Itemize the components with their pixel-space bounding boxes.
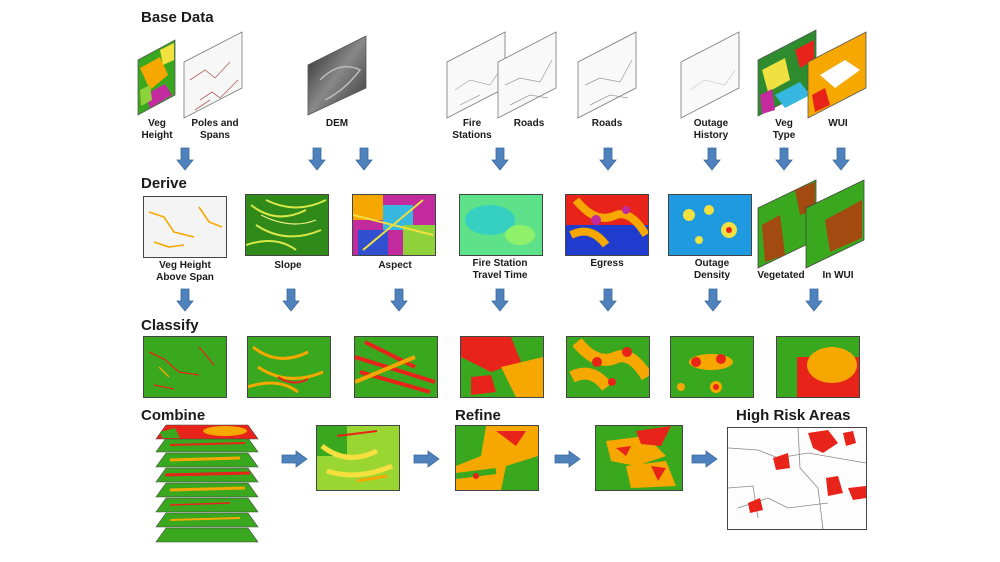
section-title-high-risk-areas: High Risk Areas — [736, 407, 851, 424]
classify-veg-height — [143, 336, 227, 398]
label-veg-type: Veg Type — [772, 118, 796, 141]
down-arrow — [176, 288, 194, 312]
down-arrow — [176, 147, 194, 171]
label-roads-1: Roads — [513, 118, 545, 129]
derive-vegetated — [757, 179, 817, 269]
label-outage-history: Outage History — [693, 118, 729, 141]
label-in-wui: In WUI — [822, 270, 854, 281]
label-aspect: Aspect — [378, 260, 412, 271]
right-arrow — [554, 450, 581, 468]
label-vegetated: Vegetated — [757, 270, 805, 281]
section-title-derive: Derive — [141, 175, 187, 192]
classify-wui — [776, 336, 860, 398]
label-outage-density: Outage Density — [693, 258, 731, 281]
refine-map — [455, 425, 539, 491]
stack-layer — [155, 512, 259, 528]
label-roads-2: Roads — [591, 118, 623, 129]
high-risk-areas-map — [727, 427, 867, 530]
down-arrow — [282, 288, 300, 312]
right-arrow — [691, 450, 718, 468]
derive-veg-height-above-span — [143, 196, 227, 258]
label-egress: Egress — [590, 258, 624, 269]
derive-aspect — [352, 194, 436, 256]
label-slope: Slope — [274, 260, 302, 271]
down-arrow — [491, 288, 509, 312]
derive-fire-station-travel-time — [459, 194, 543, 256]
derive-outage-density — [668, 194, 752, 256]
down-arrow — [599, 288, 617, 312]
wui-layer — [807, 31, 867, 119]
label-dem: DEM — [325, 118, 349, 129]
derive-in-wui — [805, 179, 865, 269]
refined-risk-map — [595, 425, 683, 491]
section-title-combine: Combine — [141, 407, 206, 424]
down-arrow — [491, 147, 509, 171]
down-arrow — [704, 288, 722, 312]
stack-layer — [155, 482, 259, 498]
stack-layer — [155, 527, 259, 543]
stack-layer — [155, 497, 259, 513]
label-poles-spans: Poles and Spans — [191, 118, 239, 141]
down-arrow — [703, 147, 721, 171]
section-title-base-data: Base Data — [141, 9, 214, 26]
roads-layer-2 — [577, 31, 637, 119]
roads-layer-1 — [497, 31, 557, 119]
down-arrow — [775, 147, 793, 171]
down-arrow — [355, 147, 373, 171]
stack-layer — [155, 437, 259, 453]
label-fire-station-travel-time: Fire Station Travel Time — [472, 258, 528, 281]
classify-slope — [247, 336, 331, 398]
veg-type-layer — [757, 29, 817, 117]
derive-egress — [565, 194, 649, 256]
label-veg-height: Veg Height — [141, 118, 173, 141]
classify-egress — [566, 336, 650, 398]
classify-travel-time — [460, 336, 544, 398]
derive-slope — [245, 194, 329, 256]
label-fire-stations: Fire Stations — [452, 118, 492, 141]
stack-layer — [155, 467, 259, 483]
combined-result-map — [316, 425, 400, 491]
stack-layer — [155, 424, 259, 440]
down-arrow — [308, 147, 326, 171]
stack-layer — [155, 452, 259, 468]
down-arrow — [805, 288, 823, 312]
section-title-classify: Classify — [141, 317, 199, 334]
label-veg-height-above-span: Veg Height Above Span — [156, 260, 214, 283]
classify-outage-density — [670, 336, 754, 398]
poles-spans-layer — [183, 31, 243, 119]
down-arrow — [390, 288, 408, 312]
down-arrow — [832, 147, 850, 171]
right-arrow — [413, 450, 440, 468]
dem-layer — [307, 35, 367, 116]
right-arrow — [281, 450, 308, 468]
fire-stations-layer — [446, 31, 506, 119]
section-title-refine: Refine — [455, 407, 501, 424]
label-wui: WUI — [828, 118, 848, 129]
outage-history-layer — [680, 31, 740, 119]
down-arrow — [599, 147, 617, 171]
classify-aspect — [354, 336, 438, 398]
veg-height-layer — [137, 39, 176, 116]
